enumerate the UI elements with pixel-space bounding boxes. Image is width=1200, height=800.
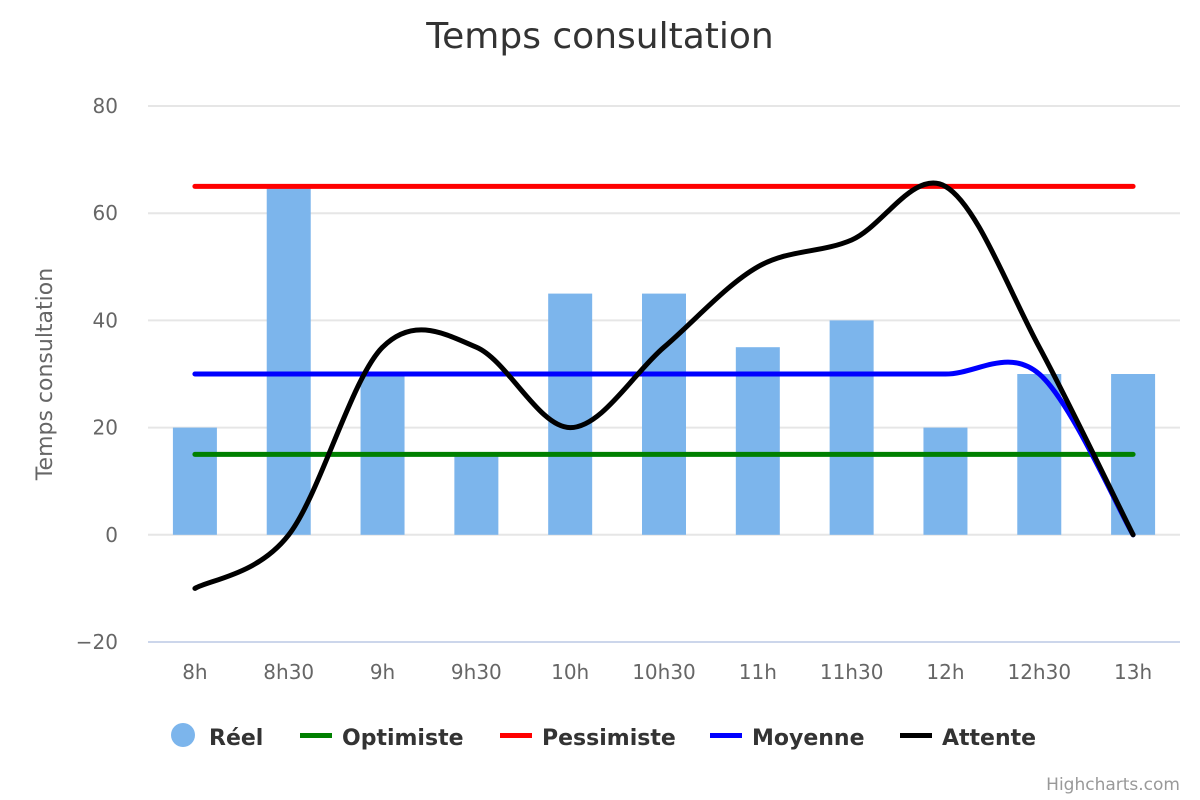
legend: Réel Optimiste Pessimiste Moyenne Attente: [171, 723, 1036, 751]
legend-symbol-line: [500, 733, 532, 738]
y-axis-label: Temps consultation: [33, 268, 58, 481]
bar: [172, 427, 217, 535]
series-line-attente: [192, 180, 1136, 591]
legend-symbol-line: [900, 733, 932, 738]
y-tick-label: −20: [76, 630, 118, 654]
legend-item-label[interactable]: Réel: [209, 726, 263, 751]
legend-item-label[interactable]: Pessimiste: [542, 726, 676, 751]
y-tick-label: 80: [93, 94, 118, 118]
line-series: [192, 180, 1136, 591]
x-tick-label: 10h30: [632, 660, 696, 684]
legend-symbol-line: [710, 733, 742, 738]
bar: [735, 347, 780, 535]
bar: [548, 293, 593, 535]
y-axis-ticks: −20 0 20 40 60 80: [76, 94, 118, 654]
x-tick-label: 11h30: [820, 660, 884, 684]
legend-item-label[interactable]: Optimiste: [342, 726, 464, 751]
x-tick-label: 8h: [182, 660, 207, 684]
y-tick-label: 20: [93, 416, 118, 440]
y-tick-label: 40: [93, 308, 118, 332]
credits-link[interactable]: Highcharts.com: [1046, 775, 1180, 795]
bar: [923, 427, 968, 535]
bar: [829, 320, 874, 535]
x-tick-label: 12h: [926, 660, 964, 684]
legend-item-label[interactable]: Moyenne: [752, 726, 865, 751]
bar: [266, 186, 311, 535]
bar: [642, 293, 686, 535]
x-tick-label: 8h30: [263, 660, 314, 684]
legend-item-label[interactable]: Attente: [942, 726, 1036, 751]
x-axis-ticks: 8h 8h30 9h 9h30 10h 10h30 11h 11h30 12h 12h30 13h: [182, 660, 1152, 684]
chart-title: Temps consultation: [425, 16, 773, 57]
x-tick-label: 11h: [739, 660, 777, 684]
x-tick-label: 9h: [370, 660, 395, 684]
y-tick-label: 0: [105, 523, 118, 547]
x-tick-label: 12h30: [1007, 660, 1071, 684]
legend-symbol-marker: [171, 723, 195, 747]
y-tick-label: 60: [93, 201, 118, 225]
x-tick-label: 13h: [1114, 660, 1152, 684]
x-tick-label: 10h: [551, 660, 589, 684]
legend-symbol-line: [300, 733, 332, 738]
bar: [454, 454, 499, 535]
x-tick-label: 9h30: [451, 660, 502, 684]
